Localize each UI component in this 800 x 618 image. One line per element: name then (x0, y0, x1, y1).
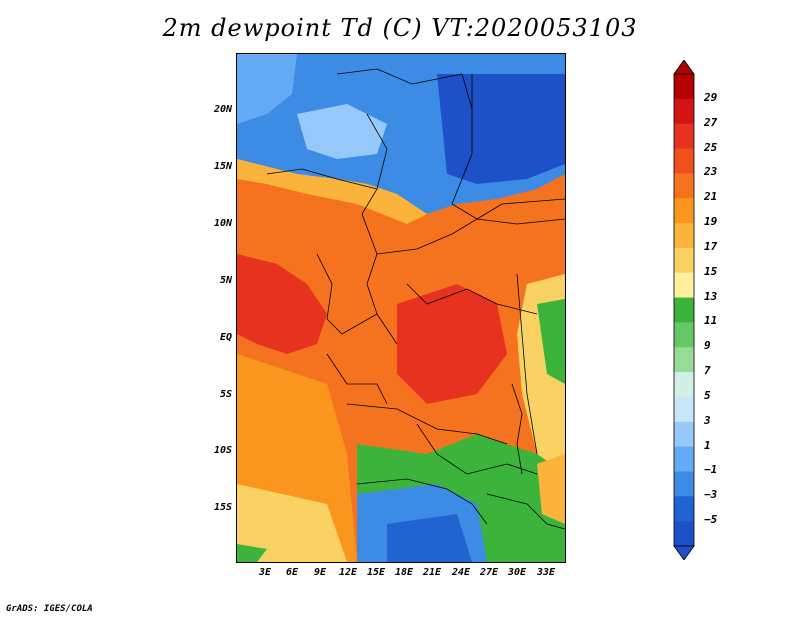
colorbar-segment (674, 297, 694, 323)
country-borders (266, 68, 565, 530)
colorbar-label: 1 (704, 438, 711, 452)
colorbar-label: 27 (704, 115, 718, 129)
lat-label-10s: 10S (213, 445, 232, 456)
south-atlantic-cool (237, 484, 347, 562)
lon-label-15e: 15E (366, 567, 386, 578)
lon-label-6e: 6E (285, 567, 299, 578)
lon-label-18e: 18E (394, 567, 414, 578)
colorbar-segment (674, 173, 694, 199)
colorbar-label: −5 (704, 513, 718, 527)
colorbar-label: 19 (704, 215, 718, 229)
map-plot-area (236, 53, 566, 563)
map-title: 2m dewpoint Td (C) VT:2020053103 (162, 14, 638, 42)
mozambique-zone (537, 454, 565, 524)
colorbar-label: 3 (704, 413, 711, 427)
northwest-dry (237, 54, 297, 124)
grads-credit: GrADS: IGES/COLA (6, 604, 93, 614)
colorbar-label: 17 (704, 239, 718, 253)
lon-label-33e: 33E (536, 567, 556, 578)
colorbar-arrow-down-icon (673, 545, 695, 560)
lat-label-5s: 5S (219, 389, 232, 400)
colorbar-segment (674, 272, 694, 299)
gulf-of-guinea-humid (237, 254, 327, 354)
colorbar-segment (674, 148, 694, 174)
colorbar-label: 25 (704, 140, 718, 154)
colorbar-arrow-up-icon (673, 60, 695, 75)
colorbar-label: 13 (704, 289, 718, 303)
lat-label-20n: 20N (213, 104, 232, 115)
colorbar-segment (674, 471, 694, 497)
sahel-transition (237, 159, 427, 224)
colorbar-segment (674, 446, 694, 472)
colorbar-label: 15 (704, 264, 718, 278)
colorbar-label: 9 (704, 339, 711, 353)
lon-label-9e: 9E (313, 567, 327, 578)
colorbar-segment (674, 372, 694, 398)
colorbar-segment (674, 223, 694, 249)
lon-label-24e: 24E (451, 567, 471, 578)
colorbar (673, 60, 695, 560)
lat-label-5n: 5N (219, 275, 232, 286)
dewpoint-map (237, 54, 565, 562)
colorbar-segment (674, 247, 694, 274)
colorbar-segment (674, 347, 694, 373)
lat-label-eq: EQ (219, 332, 232, 343)
lon-label-21e: 21E (422, 567, 442, 578)
colorbar-segment (674, 98, 694, 125)
colorbar-label: 23 (704, 165, 718, 179)
colorbar-label: 11 (704, 314, 718, 328)
colorbar-label: 7 (704, 364, 711, 378)
kalahari-very-dry (387, 514, 472, 562)
sahel-mid-dry (297, 104, 387, 159)
colorbar-segment (674, 322, 694, 348)
colorbar-label: 21 (704, 190, 718, 204)
colorbar-segment (674, 496, 694, 522)
lon-label-30e: 30E (507, 567, 527, 578)
lake-victoria-zone (537, 299, 565, 384)
southwest-corner (237, 544, 267, 562)
lat-label-10n: 10N (213, 218, 232, 229)
libya-egypt-very-dry (437, 74, 565, 184)
lon-label-27e: 27E (479, 567, 499, 578)
colorbar-segment (674, 421, 694, 448)
lat-label-15s: 15S (213, 502, 232, 513)
colorbar-label: −1 (704, 463, 718, 477)
lat-label-15n: 15N (213, 161, 232, 172)
colorbar-segment (674, 123, 694, 150)
congo-basin-humid (397, 284, 507, 404)
lon-label-3e: 3E (258, 567, 272, 578)
lon-label-12e: 12E (338, 567, 358, 578)
colorbar-label: 5 (704, 388, 711, 402)
colorbar-segment (674, 74, 694, 100)
colorbar-segment (674, 396, 694, 423)
colorbar-label: 29 (704, 90, 718, 104)
colorbar-segment (674, 521, 694, 547)
colorbar-segment (674, 198, 694, 224)
colorbar-label: −3 (704, 488, 718, 502)
